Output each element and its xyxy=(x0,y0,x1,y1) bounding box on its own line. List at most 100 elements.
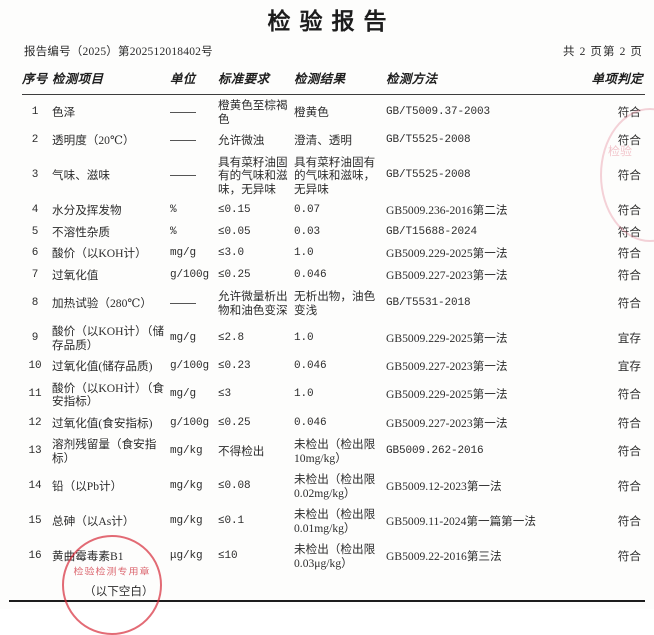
page-indicator: 共 2 页第 2 页 xyxy=(563,46,643,58)
cell-unit: μg/kg xyxy=(170,549,203,562)
cell-no: 11 xyxy=(28,388,42,401)
cell-verdict: 宜存 xyxy=(617,360,641,373)
cell-result: 具有菜籽油固有的气味和滋味，无异味 xyxy=(294,155,376,196)
col-header-method: 检测方法 xyxy=(386,68,582,95)
cell-no: 7 xyxy=(31,268,39,281)
cell-verdict: 符合 xyxy=(617,444,641,458)
table-row: 11 酸价（以KOH计）（食安指标） mg/g ≤3 1.0 GB5009.229-202… xyxy=(22,378,645,413)
cell-no: 2 xyxy=(31,134,39,146)
cell-no: 6 xyxy=(31,247,39,259)
cell-item: 铅（以Pb计） xyxy=(52,479,123,493)
cell-standard: 允许微量析出物和油色变深 xyxy=(218,290,288,317)
cell-unit xyxy=(170,130,218,152)
cell-standard: ≤10 xyxy=(218,549,238,562)
table-body: 1 色泽 橙黄色至棕褐色 橙黄色 GB/T5009.37-2003 符合 2 透明度（20℃）… xyxy=(22,95,645,575)
cell-no: 13 xyxy=(28,444,42,457)
cell-standard: ≤0.25 xyxy=(218,416,251,429)
col-header-unit: 单位 xyxy=(170,68,218,95)
cell-item: 加热试验（280℃） xyxy=(52,296,152,310)
cell-method: GB5009.12-2023第一法 xyxy=(386,479,502,493)
cell-item: 黄曲霉毒素B1 xyxy=(52,549,124,563)
cell-verdict: 符合 xyxy=(617,514,641,528)
cell-verdict: 符合 xyxy=(617,549,641,563)
em-dash-icon xyxy=(170,175,196,176)
cell-verdict: 符合 xyxy=(617,247,641,260)
cell-result: 0.046 xyxy=(294,360,327,372)
col-header-item: 检测项目 xyxy=(52,68,170,95)
cell-verdict: 符合 xyxy=(617,416,641,430)
cell-method: GB5009.227-2023第一法 xyxy=(386,416,508,430)
footer-rule xyxy=(9,600,645,602)
cell-unit xyxy=(170,152,218,201)
cell-result: 橙黄色 xyxy=(294,105,329,119)
cell-unit: g/100g xyxy=(170,416,210,429)
cell-item: 溶剂残留量（食安指标） xyxy=(52,438,157,465)
cell-result: 0.07 xyxy=(294,204,321,216)
table-row: 8 加热试验（280℃） 允许微量析出物和油色变深 无析出物，油色变浅 GB/T5531… xyxy=(22,286,645,321)
cell-unit: % xyxy=(170,225,177,238)
cell-standard: 具有菜籽油固有的气味和滋味，无异味 xyxy=(218,155,288,196)
cell-item: 色泽 xyxy=(52,105,76,119)
cell-standard: ≤0.05 xyxy=(218,225,251,238)
cell-verdict: 符合 xyxy=(617,225,641,239)
cell-item: 过氧化值(食安指标) xyxy=(52,416,153,430)
cell-item: 水分及挥发物 xyxy=(52,204,122,217)
cell-no: 5 xyxy=(31,225,39,238)
cell-unit: mg/kg xyxy=(170,444,203,457)
cell-verdict: 符合 xyxy=(617,204,641,217)
cell-no: 1 xyxy=(31,105,39,118)
cell-item: 不溶性杂质 xyxy=(52,225,110,239)
col-header-standard: 标准要求 xyxy=(218,68,294,95)
cell-result: 1.0 xyxy=(294,331,314,344)
cell-unit: % xyxy=(170,204,177,216)
cell-standard: ≤3.0 xyxy=(218,247,245,259)
table-row: 2 透明度（20℃） 允许微浊 澄清、透明 GB/T5525-2008 符合 xyxy=(22,130,645,152)
col-header-result: 检测结果 xyxy=(294,68,386,95)
cell-unit xyxy=(170,95,218,131)
cell-result: 无析出物，油色变浅 xyxy=(294,290,376,317)
cell-item: 透明度（20℃） xyxy=(52,134,135,147)
cell-result: 未检出（检出限0.03μg/kg） xyxy=(294,543,376,570)
cell-item: 过氧化值(储存品质) xyxy=(52,360,153,373)
cell-standard: ≤3 xyxy=(218,388,232,401)
table-header: 序号 检测项目 单位 标准要求 检测结果 检测方法 单项判定 xyxy=(22,68,645,95)
cell-unit: g/100g xyxy=(170,360,210,372)
cell-no: 14 xyxy=(28,479,42,492)
table-row: 10 过氧化值(储存品质) g/100g ≤0.23 0.046 GB5009.227-2… xyxy=(22,356,645,378)
cell-item: 酸价（以KOH计）（食安指标） xyxy=(52,381,165,409)
cell-result: 0.03 xyxy=(294,225,321,238)
cell-standard: 橙黄色至棕褐色 xyxy=(218,99,288,126)
table-row: 4 水分及挥发物% ≤0.15 0.07 GB5009.236-2016第二法 符合 xyxy=(22,200,645,222)
cell-result: 1.0 xyxy=(294,388,314,401)
report-page: 检验报告 报告编号（2025）第202512018402号 共 2 页第 2 页… xyxy=(0,8,654,635)
table-header-row: 序号 检测项目 单位 标准要求 检测结果 检测方法 单项判定 xyxy=(22,68,645,95)
cell-unit: mg/g xyxy=(170,331,197,344)
cell-unit: mg/g xyxy=(170,247,197,259)
table-row: 16 黄曲霉毒素B1 μg/kg ≤10 未检出（检出限0.03μg/kg） GB5009… xyxy=(22,539,645,574)
cell-no: 4 xyxy=(31,204,39,216)
em-dash-icon xyxy=(170,111,196,113)
table-row: 12 过氧化值(食安指标) g/100g ≤0.25 0.046 GB5009.227-2… xyxy=(22,413,645,435)
report-number: 报告编号（2025）第202512018402号 xyxy=(24,46,213,58)
cell-result: 0.046 xyxy=(294,268,327,281)
table-row: 9 酸价（以KOH计）（储存品质） mg/g ≤2.8 1.0 GB5009.229-20… xyxy=(22,321,645,356)
cell-item: 过氧化值 xyxy=(52,268,99,282)
cell-result: 未检出（检出限0.01mg/kg） xyxy=(294,508,376,535)
cell-method: GB5009.229-2025第一法 xyxy=(386,331,508,345)
table-row: 3 气味、滋味 具有菜籽油固有的气味和滋味，无异味 具有菜籽油固有的气味和滋味，无异味… xyxy=(22,152,645,201)
cell-verdict: 符合 xyxy=(617,388,641,402)
cell-unit: mg/kg xyxy=(170,479,203,492)
cell-standard: ≤0.1 xyxy=(218,514,245,527)
cell-item: 气味、滋味 xyxy=(52,169,110,182)
cell-standard: 不得检出 xyxy=(218,444,265,458)
cell-no: 8 xyxy=(31,296,39,309)
col-header-verdict: 单项判定 xyxy=(582,68,645,95)
report-meta: 报告编号（2025）第202512018402号 共 2 页第 2 页 xyxy=(0,36,654,60)
table-row: 6 酸价（以KOH计） mg/g ≤3.0 1.0 GB5009.229-2025第一法 符… xyxy=(22,243,645,265)
table-row: 5 不溶性杂质% ≤0.05 0.03 GB/T15688-2024 符合 xyxy=(22,222,645,244)
em-dash-icon xyxy=(170,140,196,141)
cell-verdict: 符合 xyxy=(617,169,641,182)
cell-item: 酸价（以KOH计）（储存品质） xyxy=(52,325,165,352)
cell-no: 3 xyxy=(31,169,39,181)
cell-method: GB5009.262-2016 xyxy=(386,444,484,457)
